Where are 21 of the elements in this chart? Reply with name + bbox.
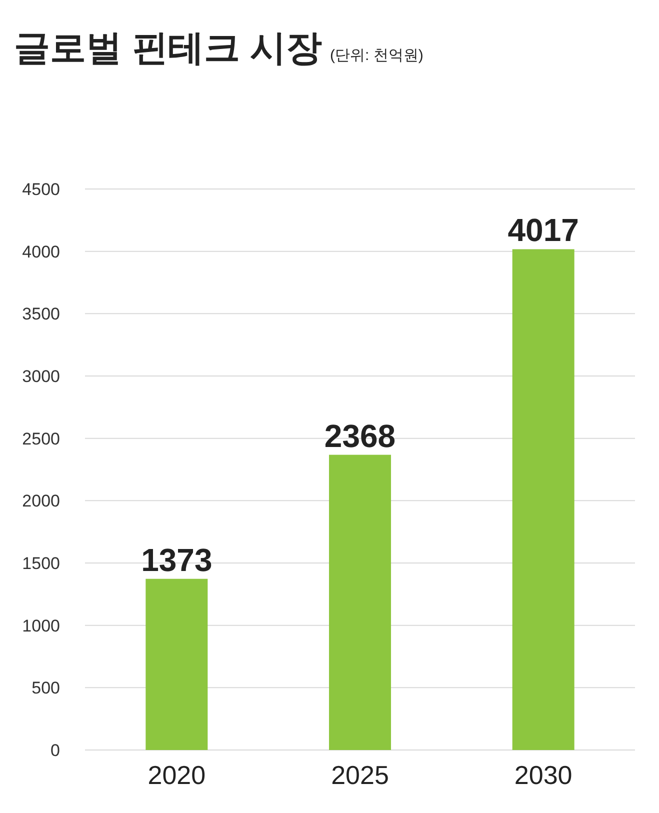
x-tick-label: 2020	[148, 760, 206, 790]
y-tick-label: 1500	[22, 554, 60, 573]
y-tick-label: 4500	[22, 180, 60, 199]
y-tick-label: 2000	[22, 492, 60, 511]
data-label: 4017	[508, 212, 579, 248]
bar	[512, 249, 574, 750]
y-tick-label: 1000	[22, 616, 60, 636]
bar	[329, 454, 391, 750]
y-tick-label: 500	[32, 678, 60, 698]
y-tick-label: 3500	[22, 304, 60, 324]
data-label: 1373	[141, 542, 212, 578]
y-tick-label: 2500	[22, 429, 60, 448]
x-tick-label: 2030	[514, 760, 572, 790]
x-tick-label: 2025	[331, 760, 389, 790]
y-tick-label: 4000	[22, 242, 60, 262]
chart-title: 글로벌 핀테크 시장	[14, 27, 322, 68]
data-label: 2368	[324, 418, 396, 454]
chart-subtitle: (단위: 천억원)	[330, 47, 424, 64]
y-tick-label: 3000	[22, 367, 60, 386]
y-tick-label: 0	[50, 741, 60, 760]
bar	[146, 578, 208, 750]
